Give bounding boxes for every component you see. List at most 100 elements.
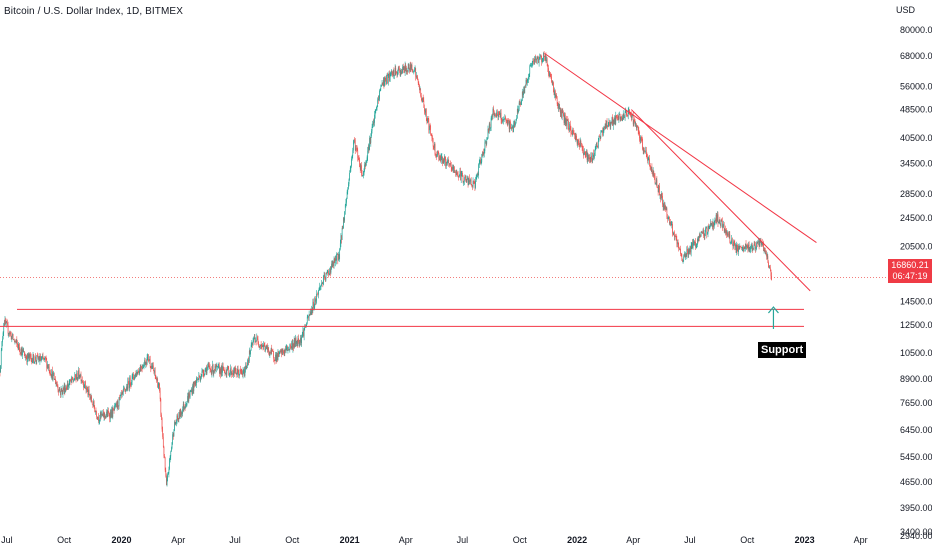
candle-body: [440, 156, 441, 160]
candle-body: [124, 389, 125, 390]
candle-body: [590, 159, 591, 160]
candle-body: [543, 53, 544, 61]
candle-body: [670, 222, 671, 225]
candle-body: [91, 396, 92, 398]
candle-body: [53, 373, 54, 379]
candle-body: [81, 380, 82, 381]
candle-body: [47, 364, 48, 367]
candle-body: [233, 369, 234, 376]
candle-body: [485, 142, 486, 151]
candle-body: [557, 98, 558, 104]
candle-body: [513, 127, 514, 132]
candle-body: [240, 370, 241, 372]
candle-body: [171, 448, 172, 451]
candle-body: [528, 79, 529, 80]
candle-body: [681, 254, 682, 255]
candle-body: [175, 423, 176, 424]
candle-body: [481, 162, 482, 163]
candle-body: [232, 373, 233, 374]
candle-body: [609, 122, 610, 125]
candle-body: [309, 315, 310, 318]
candle-body: [291, 346, 292, 348]
candle-body: [435, 144, 436, 155]
candle-body: [42, 356, 43, 358]
candle-body: [20, 349, 21, 352]
candle-body: [377, 100, 378, 107]
candle-body: [206, 368, 207, 374]
candle-body: [612, 117, 613, 126]
candle-body: [396, 72, 397, 73]
candle-body: [362, 173, 363, 175]
candle-body: [228, 366, 229, 368]
candle-body: [144, 363, 145, 367]
candle-body: [350, 168, 351, 173]
candle-body: [287, 346, 288, 351]
y-tick-label: 68000.00: [900, 51, 932, 61]
candle-body: [248, 360, 249, 363]
candle-body: [499, 112, 500, 114]
candle-body: [106, 412, 107, 416]
candle-body: [358, 158, 359, 159]
candle-body: [384, 77, 385, 85]
candle-body: [556, 95, 557, 97]
candle-body: [418, 80, 419, 83]
candle-body: [117, 401, 118, 406]
candle-body: [441, 157, 442, 161]
candle-body: [113, 409, 114, 410]
candle-body: [340, 243, 341, 249]
candle-body: [2, 339, 3, 342]
candle-body: [18, 345, 19, 349]
candle-body: [382, 83, 383, 85]
candle-body: [38, 359, 39, 360]
candle-body: [429, 126, 430, 130]
candle-body: [229, 374, 230, 376]
candle-body: [726, 231, 727, 236]
candle-body: [344, 218, 345, 221]
candle-body: [748, 245, 749, 250]
candle-body: [446, 162, 447, 166]
x-tick-label: Jul: [684, 535, 696, 545]
candle-body: [330, 269, 331, 273]
candle-body: [478, 174, 479, 176]
candle-body: [705, 228, 706, 232]
trend-line: [631, 110, 810, 291]
candle-body: [341, 235, 342, 239]
candle-body: [497, 111, 498, 115]
candle-body: [9, 333, 10, 334]
x-tick-label: Jul: [1, 535, 13, 545]
candle-body: [385, 79, 386, 84]
candle-body: [122, 392, 123, 395]
candle-body: [245, 370, 246, 376]
candle-body: [501, 120, 502, 122]
candle-body: [300, 338, 301, 342]
candle-body: [379, 99, 380, 101]
candle-body: [220, 369, 221, 374]
candle-body: [675, 236, 676, 237]
candle-body: [64, 386, 65, 390]
x-tick-label: Apr: [171, 535, 185, 545]
candle-body: [561, 110, 562, 113]
candle-body: [295, 338, 296, 346]
candle-body: [307, 317, 308, 323]
candle-body: [209, 366, 210, 367]
candle-body: [397, 71, 398, 75]
candle-body: [733, 242, 734, 247]
candle-body: [281, 350, 282, 354]
candle-body: [167, 479, 168, 486]
candle-body: [620, 114, 621, 119]
candle-body: [43, 358, 44, 359]
candle-body: [676, 237, 677, 239]
candle-body: [544, 53, 545, 57]
candle-body: [749, 245, 750, 251]
y-tick-label: 28500.00: [900, 189, 932, 199]
candle-body: [715, 220, 716, 221]
candle-body: [625, 111, 626, 112]
candle-body: [154, 370, 155, 372]
candle-body: [527, 81, 528, 83]
candle-body: [491, 116, 492, 119]
candle-body: [128, 381, 129, 383]
candle-body: [756, 243, 757, 249]
candle-body: [164, 447, 165, 456]
candle-body: [554, 92, 555, 95]
